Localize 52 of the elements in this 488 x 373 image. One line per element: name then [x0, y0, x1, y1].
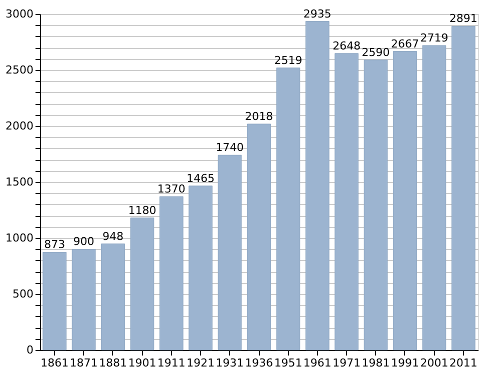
- bar: [218, 154, 242, 350]
- data-label: 2648: [332, 39, 361, 52]
- bar: [247, 124, 271, 350]
- bar: [72, 248, 96, 350]
- x-tick-label: 2001: [420, 356, 448, 370]
- x-tick-label: 1871: [70, 356, 98, 370]
- bar: [101, 244, 125, 350]
- y-tick-label: 2000: [6, 120, 34, 132]
- x-tick-label: 1881: [99, 356, 127, 370]
- data-label: 2667: [391, 37, 419, 50]
- y-tick-label: 2500: [6, 64, 34, 76]
- data-label: 2519: [274, 54, 302, 67]
- data-label: 1180: [128, 204, 156, 217]
- bar: [159, 196, 184, 350]
- y-tick-label: 1000: [6, 232, 34, 244]
- data-label: 948: [102, 230, 124, 243]
- x-tick-label: 1921: [186, 356, 215, 370]
- data-label: 2018: [245, 110, 273, 123]
- x-tick-label: 1991: [391, 356, 419, 370]
- data-label: 873: [44, 238, 66, 252]
- x-tick-label: 1931: [216, 356, 244, 370]
- y-tick-label: 500: [12, 288, 34, 300]
- bar: [305, 21, 330, 350]
- bar: [364, 60, 388, 350]
- bar: [393, 51, 417, 350]
- data-label: 2935: [303, 7, 332, 20]
- data-label: 900: [73, 235, 94, 248]
- x-tick-label: 2011: [449, 356, 478, 370]
- x-tick-label: 1861: [40, 356, 69, 370]
- y-tick-label: 0: [26, 344, 34, 356]
- y-tick-label: 1500: [6, 176, 34, 188]
- bar: [42, 252, 67, 350]
- x-tick-label: 1971: [332, 356, 361, 370]
- data-label: 1740: [216, 141, 244, 154]
- x-tick-label: 1936: [245, 356, 273, 370]
- x-tick-label: 1961: [303, 356, 332, 370]
- data-label: 2719: [420, 31, 448, 44]
- bar: [276, 68, 300, 350]
- x-tick-label: 1901: [128, 356, 156, 370]
- bar: [188, 186, 213, 350]
- x-tick-label: 1911: [157, 356, 186, 370]
- x-tick-label: 1951: [274, 356, 302, 370]
- x-tick-label: 1981: [362, 356, 390, 370]
- data-label: 2891: [449, 12, 478, 26]
- bar: [451, 26, 476, 350]
- bar: [422, 45, 446, 350]
- bar: [334, 53, 359, 350]
- bar: [130, 218, 154, 350]
- data-label: 1370: [157, 182, 186, 196]
- data-label: 2590: [362, 46, 390, 59]
- data-label: 1465: [186, 172, 215, 185]
- y-tick-label: 3000: [6, 8, 34, 20]
